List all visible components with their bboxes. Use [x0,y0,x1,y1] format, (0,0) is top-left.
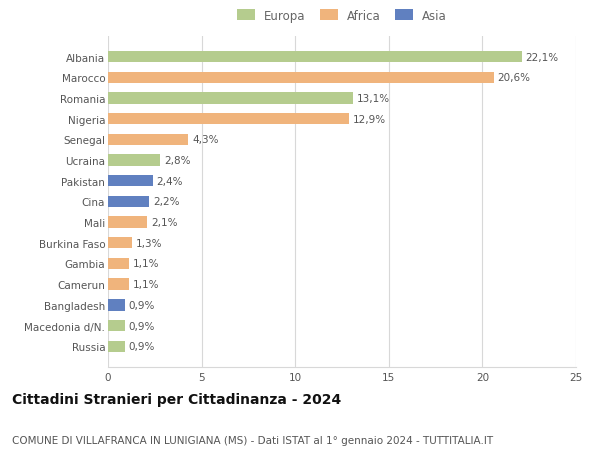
Text: 1,1%: 1,1% [133,259,159,269]
Bar [108,217,148,228]
Bar [108,52,522,63]
Text: 22,1%: 22,1% [526,52,559,62]
Bar [108,155,160,166]
Text: 2,4%: 2,4% [157,176,183,186]
Text: 13,1%: 13,1% [357,94,390,104]
Text: 2,2%: 2,2% [153,197,179,207]
Text: 2,8%: 2,8% [164,156,191,166]
Bar [108,134,188,146]
Bar [108,176,153,187]
Text: 0,9%: 0,9% [128,321,155,331]
Text: 20,6%: 20,6% [497,73,530,83]
Bar [108,238,133,249]
Bar [108,320,125,331]
Bar [108,279,128,290]
Text: 0,9%: 0,9% [128,341,155,352]
Text: 1,3%: 1,3% [136,238,163,248]
Bar [108,196,149,207]
Legend: Europa, Africa, Asia: Europa, Africa, Asia [237,10,447,22]
Text: 4,3%: 4,3% [192,135,219,145]
Bar [108,341,125,352]
Text: 0,9%: 0,9% [128,300,155,310]
Text: 1,1%: 1,1% [133,280,159,290]
Text: 12,9%: 12,9% [353,114,386,124]
Bar [108,73,494,84]
Bar [108,300,125,311]
Bar [108,114,349,125]
Bar [108,93,353,104]
Text: COMUNE DI VILLAFRANCA IN LUNIGIANA (MS) - Dati ISTAT al 1° gennaio 2024 - TUTTIT: COMUNE DI VILLAFRANCA IN LUNIGIANA (MS) … [12,435,493,445]
Bar [108,258,128,269]
Text: 2,1%: 2,1% [151,218,178,228]
Text: Cittadini Stranieri per Cittadinanza - 2024: Cittadini Stranieri per Cittadinanza - 2… [12,392,341,406]
